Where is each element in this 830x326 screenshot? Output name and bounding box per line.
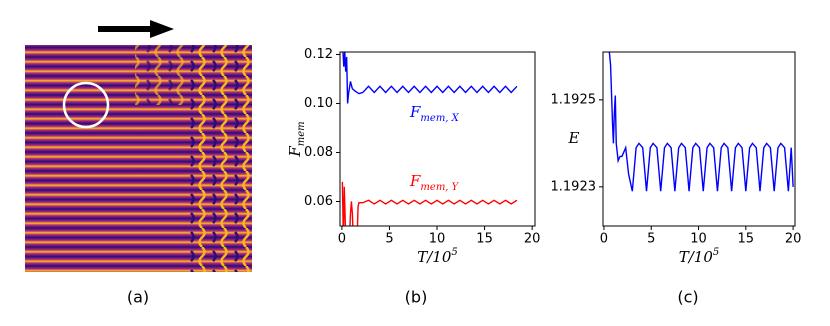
y-axis-label-base: F (286, 146, 304, 158)
annotation: Fmem, X (409, 103, 460, 124)
x-axis-label-base: T/10 (417, 248, 452, 266)
pattern-image (25, 45, 252, 272)
y-tick-label: 0.06 (304, 194, 333, 209)
x-tick-label: 0 (600, 232, 608, 247)
x-tick-label: 10 (429, 232, 446, 247)
annotation-sub: mem, X (420, 113, 459, 124)
arrow (98, 20, 174, 38)
y-axis-label: E (568, 129, 580, 147)
x-axis-label-sup: 5 (451, 247, 457, 258)
x-tick-label: 10 (690, 232, 707, 247)
y-axis-label: Fmem (286, 121, 307, 157)
caption: (a) (127, 288, 149, 307)
x-tick-label: 15 (738, 232, 755, 247)
data-line (608, 52, 794, 192)
data-line (342, 52, 518, 104)
x-tick-label: 5 (385, 232, 393, 247)
caption: (b) (405, 288, 428, 307)
data-line (341, 181, 518, 226)
y-tick-label: 1.1923 (551, 179, 597, 194)
y-tick-label: 1.1925 (551, 92, 597, 107)
annotation-base: F (409, 172, 421, 190)
annotation: Fmem, Y (409, 172, 460, 193)
x-axis-label-base: T/10 (679, 248, 714, 266)
x-tick-label: 0 (338, 232, 346, 247)
x-axis-label: T/105 (679, 247, 720, 266)
y-axis-label-sub: mem (296, 121, 307, 146)
annotation-base: F (409, 103, 421, 121)
x-tick-label: 20 (524, 232, 541, 247)
x-axis-label: T/105 (417, 247, 458, 266)
annotation-sub: mem, Y (420, 182, 459, 193)
axes-frame (602, 51, 796, 227)
y-axis-label-base: E (568, 129, 580, 147)
caption: (c) (677, 288, 698, 307)
x-axis-label-sup: 5 (713, 247, 719, 258)
y-tick-label: 0.10 (304, 96, 333, 111)
y-tick-label: 0.12 (304, 47, 333, 62)
y-tick-label: 0.08 (304, 145, 333, 160)
x-tick-label: 20 (785, 232, 802, 247)
x-tick-label: 15 (476, 232, 493, 247)
x-tick-label: 5 (647, 232, 655, 247)
